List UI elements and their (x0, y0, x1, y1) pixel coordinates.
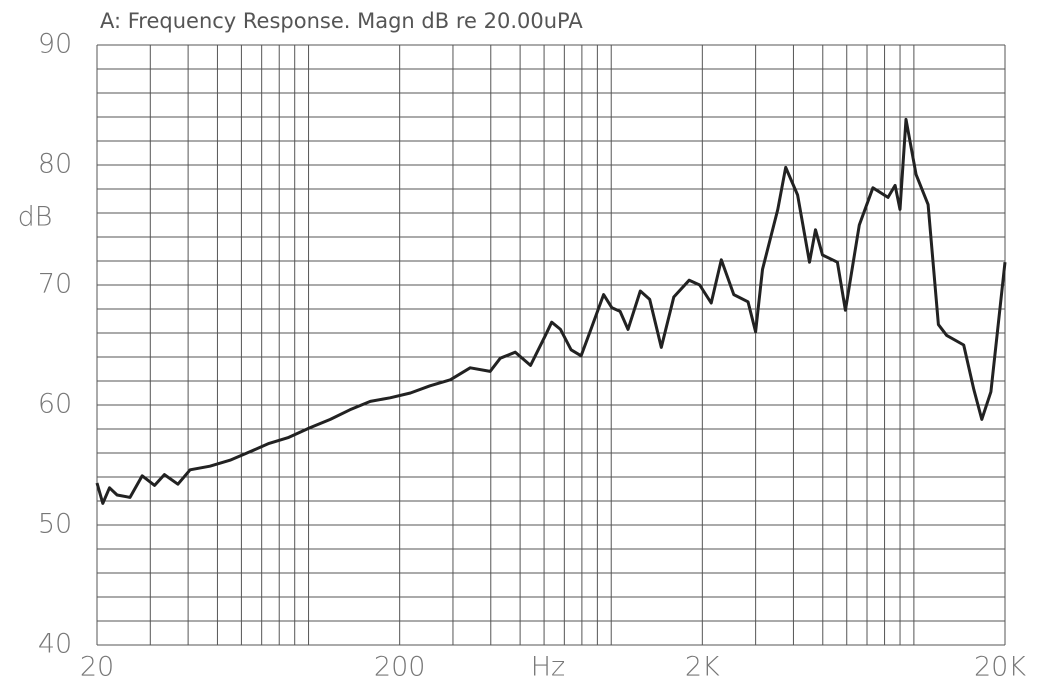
x-axis-label: Hz (531, 652, 565, 683)
x-tick-label: 200 (374, 652, 426, 683)
x-tick-label: 20 (80, 652, 114, 683)
y-axis-label: dB (18, 202, 53, 233)
y-tick-label: 60 (38, 389, 72, 420)
chart-title: A: Frequency Response. Magn dB re 20.00u… (100, 9, 583, 33)
x-tick-label: 2K (685, 652, 720, 683)
y-tick-label: 90 (38, 29, 72, 60)
x-tick-label: 20K (974, 652, 1026, 683)
y-tick-label: 70 (38, 269, 72, 300)
y-tick-label: 80 (38, 149, 72, 180)
y-tick-label: 40 (38, 629, 72, 660)
data-line (95, 117, 1007, 505)
y-tick-label: 50 (38, 509, 72, 540)
